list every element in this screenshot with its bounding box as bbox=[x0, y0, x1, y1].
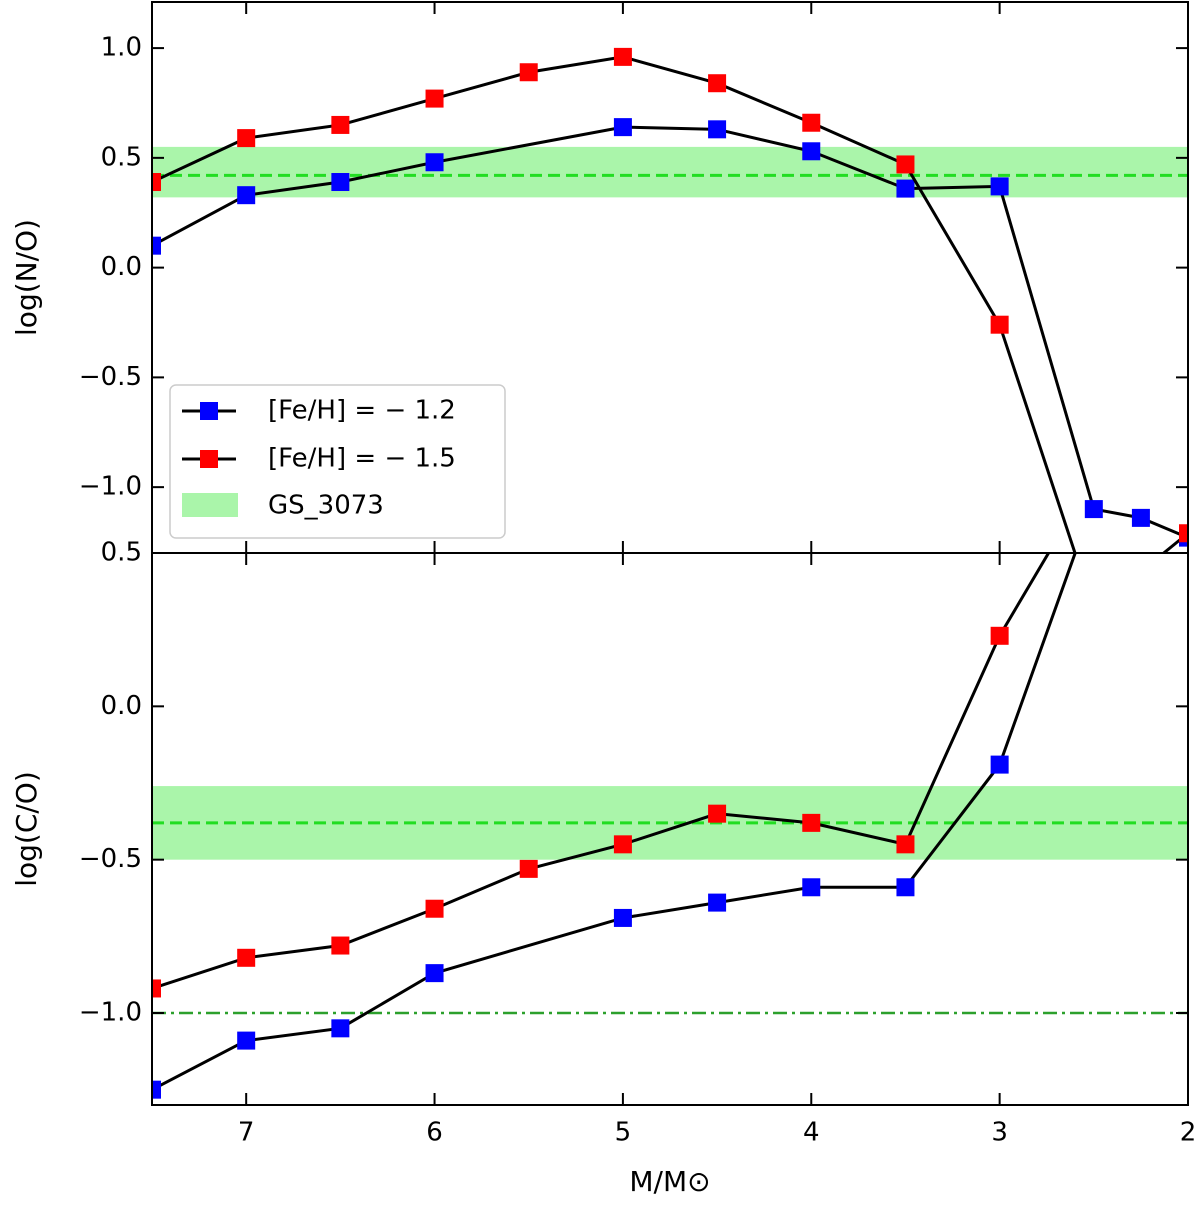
marker bbox=[708, 893, 727, 912]
legend-label: [Fe/H] = − 1.5 bbox=[268, 444, 456, 474]
marker bbox=[896, 155, 915, 174]
band bbox=[152, 146, 1188, 198]
marker bbox=[1084, 500, 1103, 519]
legend-marker bbox=[200, 450, 218, 468]
y-tick-label: 0.0 bbox=[101, 252, 142, 282]
legend-label: GS_3073 bbox=[268, 491, 384, 521]
y-axis-label: log(N/O) bbox=[10, 219, 43, 336]
marker bbox=[519, 859, 538, 878]
y-tick-label: 0.5 bbox=[101, 142, 142, 172]
marker bbox=[613, 47, 632, 66]
x-tick-label: 5 bbox=[615, 1118, 632, 1148]
marker bbox=[152, 236, 161, 255]
axes-frame bbox=[151, 552, 1189, 1106]
series-line bbox=[152, 553, 1077, 1092]
marker bbox=[425, 899, 444, 918]
marker bbox=[1179, 524, 1188, 543]
y-tick-label: 1.0 bbox=[101, 33, 142, 63]
y-tick-label: −1.0 bbox=[79, 472, 142, 502]
x-tick-label: 2 bbox=[1180, 1118, 1197, 1148]
marker bbox=[613, 908, 632, 927]
x-axis-label: M/M⊙ bbox=[629, 1165, 710, 1198]
y-axis-label: log(C/O) bbox=[10, 771, 43, 887]
legend-box bbox=[169, 384, 506, 539]
marker bbox=[990, 315, 1009, 334]
y-tick-label: −0.5 bbox=[79, 362, 142, 392]
marker bbox=[708, 804, 727, 823]
legend-label: [Fe/H] = − 1.2 bbox=[268, 396, 456, 426]
marker bbox=[802, 142, 821, 161]
x-tick-label: 6 bbox=[426, 1118, 443, 1148]
marker bbox=[1131, 508, 1150, 527]
marker bbox=[990, 626, 1009, 645]
marker bbox=[708, 120, 727, 139]
legend-marker bbox=[200, 402, 218, 420]
y-tick-label: 0.5 bbox=[101, 538, 142, 568]
marker bbox=[896, 835, 915, 854]
marker bbox=[331, 1019, 350, 1038]
x-tick-label: 4 bbox=[803, 1118, 820, 1148]
marker bbox=[237, 1031, 256, 1050]
marker bbox=[802, 813, 821, 832]
y-tick-label: −0.5 bbox=[79, 844, 142, 874]
marker bbox=[331, 173, 350, 192]
marker bbox=[237, 129, 256, 148]
x-tick-label: 3 bbox=[991, 1118, 1008, 1148]
marker bbox=[237, 186, 256, 205]
marker bbox=[613, 835, 632, 854]
marker bbox=[152, 1080, 161, 1099]
marker bbox=[990, 177, 1009, 196]
marker bbox=[152, 173, 161, 192]
y-tick-label: 0.0 bbox=[101, 691, 142, 721]
marker bbox=[519, 63, 538, 82]
marker bbox=[331, 115, 350, 134]
marker bbox=[896, 878, 915, 897]
legend-band bbox=[182, 493, 238, 517]
marker bbox=[425, 964, 444, 983]
marker bbox=[425, 89, 444, 108]
marker bbox=[990, 755, 1009, 774]
marker bbox=[708, 74, 727, 93]
marker bbox=[152, 979, 161, 998]
marker bbox=[802, 113, 821, 132]
marker bbox=[237, 948, 256, 967]
marker bbox=[896, 179, 915, 198]
marker bbox=[1085, 601, 1103, 619]
series-line bbox=[152, 55, 1188, 553]
marker bbox=[613, 118, 632, 137]
x-tick-label: 7 bbox=[238, 1118, 255, 1148]
y-tick-label: −1.0 bbox=[79, 998, 142, 1028]
plot-area bbox=[152, 47, 1188, 619]
marker bbox=[425, 153, 444, 172]
marker bbox=[331, 936, 350, 955]
marker bbox=[802, 878, 821, 897]
plot-area bbox=[152, 553, 1188, 1099]
